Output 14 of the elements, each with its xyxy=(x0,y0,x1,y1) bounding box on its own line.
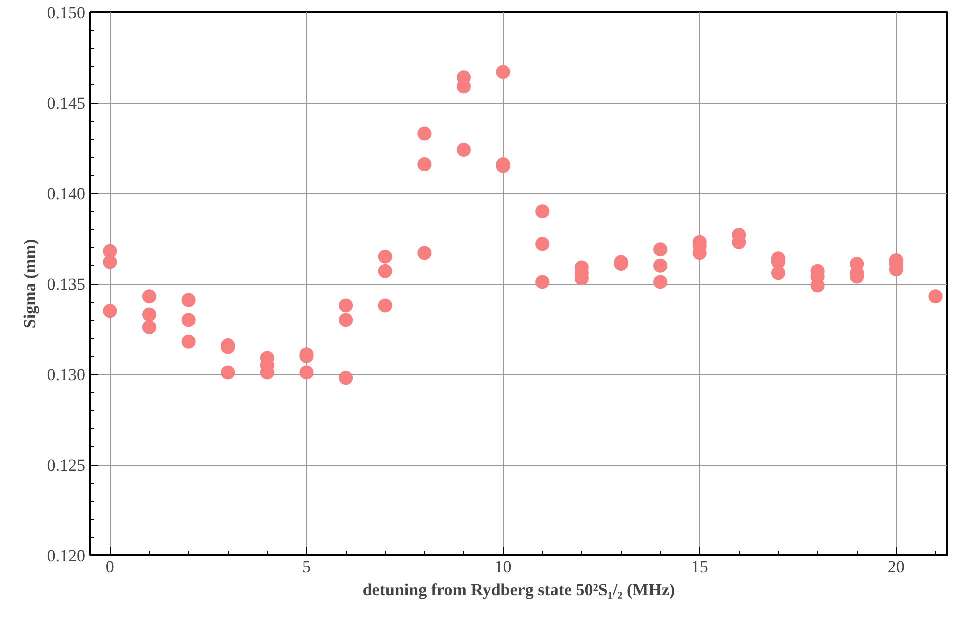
y-tick-label: 0.120 xyxy=(47,546,86,566)
y-tick-label: 0.125 xyxy=(47,456,86,475)
y-tick-label: 0.135 xyxy=(47,275,86,294)
y-axis-title: Sigma (mm) xyxy=(20,239,40,329)
x-axis-title: detuning from Rydberg state 50²S₁/₂ (MHz) xyxy=(362,580,676,600)
y-tick-label: 0.130 xyxy=(47,366,86,384)
x-tick-label: 20 xyxy=(888,558,905,576)
x-tick-label: 5 xyxy=(302,558,311,576)
y-tick-label: 0.140 xyxy=(47,184,86,204)
x-tick-label: 0 xyxy=(106,558,114,576)
y-tick-label: 0.150 xyxy=(47,4,86,22)
y-tick-label: 0.145 xyxy=(47,94,86,113)
x-tick-label: 15 xyxy=(691,558,708,576)
x-tick-label: 10 xyxy=(494,558,512,576)
